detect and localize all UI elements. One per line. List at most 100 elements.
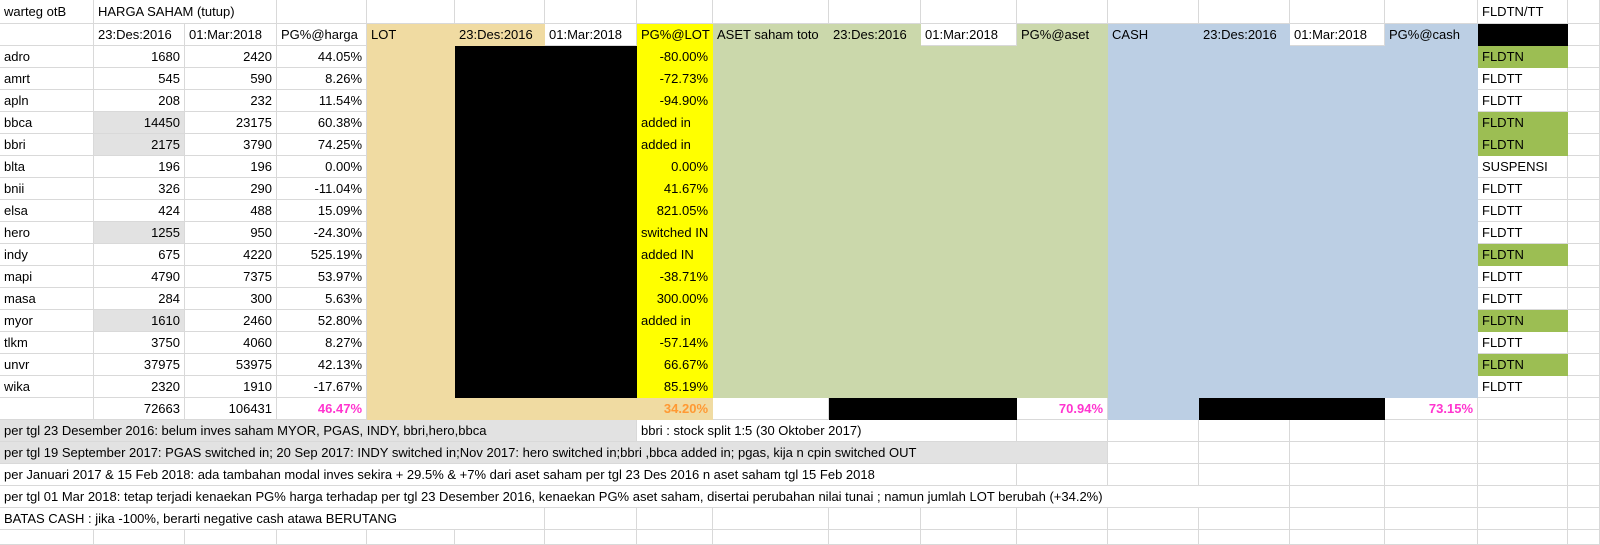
aset-section-header[interactable]: ASET saham toto <box>713 24 830 46</box>
cash-2018-cell[interactable] <box>1290 288 1386 310</box>
price-2018-cell[interactable]: 290 <box>185 178 278 200</box>
cash-spacer-cell[interactable] <box>1108 222 1200 244</box>
edge-cell[interactable] <box>1568 68 1600 90</box>
lot-section-header[interactable]: LOT <box>367 24 456 46</box>
lot-2016-hidden-cell[interactable] <box>455 90 546 112</box>
pg-aset-cell[interactable] <box>1017 90 1109 112</box>
pg-cash-cell[interactable] <box>1385 244 1479 266</box>
lot-spacer-cell[interactable] <box>367 376 456 398</box>
lot-2018-hidden-cell[interactable] <box>545 156 638 178</box>
status-cell[interactable]: FLDTT <box>1478 68 1569 90</box>
lot-2018-hidden-cell[interactable] <box>545 266 638 288</box>
cell[interactable] <box>829 508 922 530</box>
edge-cell[interactable] <box>1568 288 1600 310</box>
ticker-cell[interactable]: blta <box>0 156 94 178</box>
pg-aset-cell[interactable] <box>1017 244 1109 266</box>
lot-2018-hidden-cell[interactable] <box>545 222 638 244</box>
aset-2018-cell[interactable] <box>921 332 1018 354</box>
cell[interactable] <box>1290 464 1386 486</box>
cash-2018-cell[interactable] <box>1290 332 1386 354</box>
ticker-cell[interactable]: indy <box>0 244 94 266</box>
aset-2018-cell[interactable] <box>921 134 1018 156</box>
price-2018-cell[interactable]: 232 <box>185 90 278 112</box>
cell[interactable] <box>1478 508 1569 530</box>
total-pg-lot[interactable]: 34.20% <box>637 398 714 420</box>
harga-date1-header[interactable]: 23:Des:2016 <box>94 24 185 46</box>
pg-cash-cell[interactable] <box>1385 90 1479 112</box>
pg-harga-cell[interactable]: -17.67% <box>277 376 368 398</box>
lot-2018-hidden-cell[interactable] <box>545 68 638 90</box>
cash-2018-cell[interactable] <box>1290 156 1386 178</box>
lot-spacer-cell[interactable] <box>367 310 456 332</box>
price-2018-cell[interactable]: 4220 <box>185 244 278 266</box>
price-2016-cell[interactable]: 208 <box>94 90 185 112</box>
status-cell[interactable]: FLDTN <box>1478 46 1569 68</box>
pg-lot-cell[interactable]: -72.73% <box>637 68 714 90</box>
ticker-cell[interactable]: bbca <box>0 112 94 134</box>
cash-section-header[interactable]: CASH <box>1108 24 1200 46</box>
lot-2018-hidden-cell[interactable] <box>545 376 638 398</box>
cash-2016-cell[interactable] <box>1199 354 1291 376</box>
price-2016-cell[interactable]: 424 <box>94 200 185 222</box>
edge-cell[interactable] <box>1568 112 1600 134</box>
ticker-cell[interactable]: myor <box>0 310 94 332</box>
aset-spacer-cell[interactable] <box>713 178 830 200</box>
cell[interactable] <box>1385 442 1479 464</box>
aset-spacer-cell[interactable] <box>713 134 830 156</box>
status-cell[interactable]: FLDTN <box>1478 134 1569 156</box>
cell[interactable] <box>1568 420 1600 442</box>
status-cell[interactable]: SUSPENSI <box>1478 156 1569 178</box>
edge-cell[interactable] <box>1568 46 1600 68</box>
lot-spacer-cell[interactable] <box>367 46 456 68</box>
price-2018-cell[interactable]: 23175 <box>185 112 278 134</box>
status-column-title-cell[interactable]: FLDTN/TT <box>1478 0 1569 24</box>
price-2016-cell[interactable]: 14450 <box>94 112 185 134</box>
total-pg-harga[interactable]: 46.47% <box>277 398 368 420</box>
pg-aset-cell[interactable] <box>1017 156 1109 178</box>
pg-harga-cell[interactable]: 53.97% <box>277 266 368 288</box>
ticker-cell[interactable]: amrt <box>0 68 94 90</box>
cash-spacer-cell[interactable] <box>1108 112 1200 134</box>
pg-lot-cell[interactable]: switched IN <box>637 222 714 244</box>
cell[interactable] <box>1290 530 1386 545</box>
cash-2016-cell[interactable] <box>1199 310 1291 332</box>
lot-spacer-cell[interactable] <box>367 332 456 354</box>
cash-2018-cell[interactable] <box>1290 354 1386 376</box>
pg-cash-cell[interactable] <box>1385 266 1479 288</box>
cell[interactable] <box>1568 0 1600 24</box>
lot-spacer-cell[interactable] <box>367 200 456 222</box>
cash-2018-cell[interactable] <box>1290 266 1386 288</box>
cash-2018-cell[interactable] <box>1290 46 1386 68</box>
cell[interactable] <box>829 530 922 545</box>
aset-2016-cell[interactable] <box>829 46 922 68</box>
aset-2016-cell[interactable] <box>829 134 922 156</box>
pg-lot-cell[interactable]: added in <box>637 134 714 156</box>
pg-harga-header[interactable]: PG%@harga <box>277 24 368 46</box>
cell[interactable] <box>921 508 1018 530</box>
cash-2016-cell[interactable] <box>1199 134 1291 156</box>
pg-lot-header[interactable]: PG%@LOT <box>637 24 714 46</box>
pg-aset-cell[interactable] <box>1017 288 1109 310</box>
ticker-cell[interactable]: apln <box>0 90 94 112</box>
cell[interactable] <box>921 0 1018 24</box>
price-2018-cell[interactable]: 3790 <box>185 134 278 156</box>
aset-spacer-cell[interactable] <box>713 156 830 178</box>
ticker-cell[interactable]: elsa <box>0 200 94 222</box>
lot-date2-header[interactable]: 01:Mar:2018 <box>545 24 638 46</box>
pg-cash-cell[interactable] <box>1385 310 1479 332</box>
note-switched-in[interactable]: per tgl 19 September 2017: PGAS switched… <box>0 442 1109 464</box>
lot-spacer-cell[interactable] <box>367 134 456 156</box>
cell[interactable] <box>921 530 1018 545</box>
aset-spacer-cell[interactable] <box>713 68 830 90</box>
edge-cell[interactable] <box>1568 200 1600 222</box>
cell[interactable] <box>1199 530 1291 545</box>
status-cell[interactable]: FLDTT <box>1478 288 1569 310</box>
edge-cell[interactable] <box>1568 354 1600 376</box>
pg-aset-cell[interactable] <box>1017 310 1109 332</box>
cell[interactable] <box>1290 442 1386 464</box>
cash-spacer-cell[interactable] <box>1108 68 1200 90</box>
price-2018-cell[interactable]: 1910 <box>185 376 278 398</box>
cash-date2-header[interactable]: 01:Mar:2018 <box>1290 24 1386 46</box>
cash-2016-cell[interactable] <box>1199 90 1291 112</box>
lot-spacer-cell[interactable] <box>367 112 456 134</box>
